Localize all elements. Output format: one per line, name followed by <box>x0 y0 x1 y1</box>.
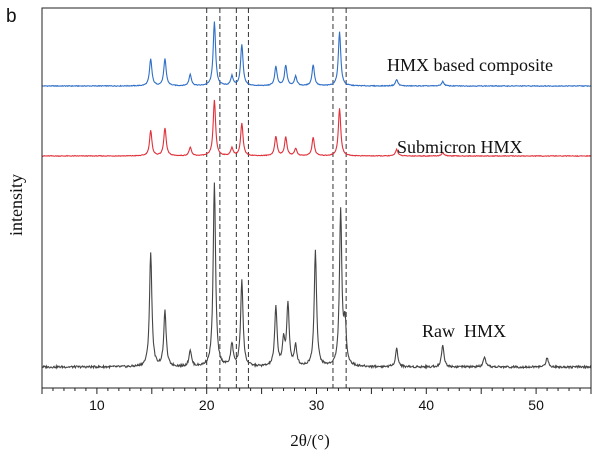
series-line <box>41 99 592 158</box>
x-axis-label: 2θ/(°) <box>290 431 330 450</box>
x-tick-label: 30 <box>309 397 325 413</box>
x-tick-label: 10 <box>89 397 105 413</box>
x-tick-label: 20 <box>199 397 215 413</box>
series-line <box>41 21 592 88</box>
series-labels: HMX based composite Submicron HMX Raw HMX <box>387 55 553 341</box>
series-group <box>41 21 592 370</box>
reference-lines <box>206 8 347 388</box>
x-axis: 10 20 30 40 50 <box>41 388 592 413</box>
series-label: HMX based composite <box>387 55 553 75</box>
series-label: Submicron HMX <box>397 137 523 157</box>
x-tick-label: 40 <box>419 397 435 413</box>
x-tick-label: 50 <box>528 397 544 413</box>
plot-frame <box>41 7 592 389</box>
series-label: Raw HMX <box>422 321 506 341</box>
panel-letter: b <box>6 6 17 27</box>
series-line <box>41 182 592 370</box>
y-axis-label: intensity <box>6 174 26 236</box>
